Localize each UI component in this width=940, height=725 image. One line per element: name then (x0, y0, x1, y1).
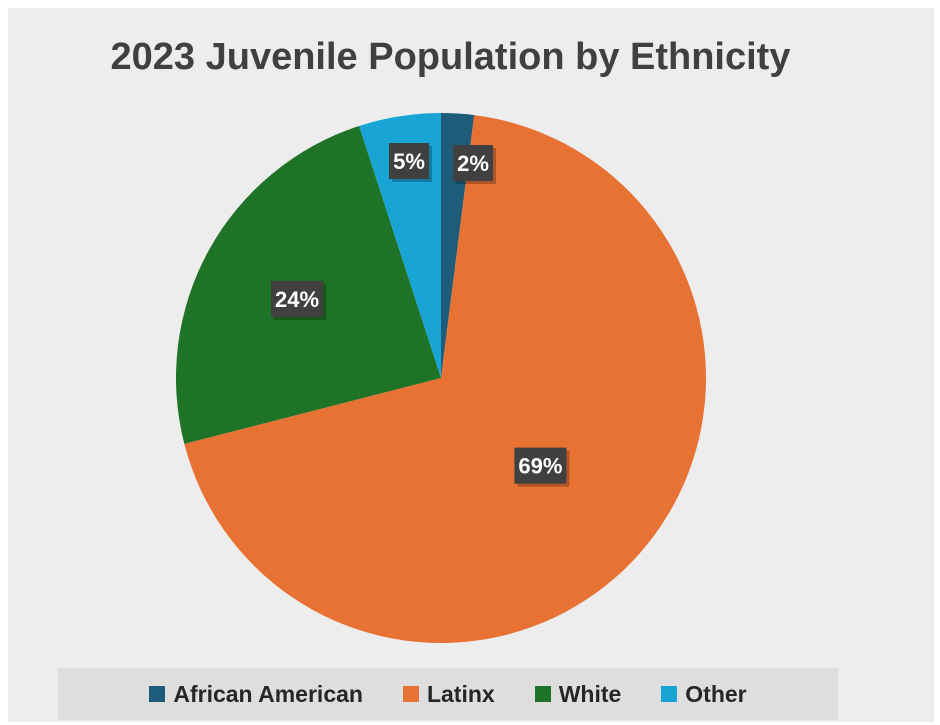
data-label-white: 24% (271, 280, 327, 320)
legend-label: Other (685, 680, 747, 707)
legend-label: African American (173, 680, 363, 707)
pie-chart: 2% 69% 24% 5% (175, 113, 707, 644)
svg-text:2%: 2% (457, 151, 489, 176)
legend-label: Latinx (426, 680, 495, 707)
pie-data-labels: 2% 69% 24% 5% (271, 143, 570, 487)
legend-swatch (402, 686, 419, 702)
data-label-african-american: 2% (453, 145, 496, 184)
legend-item-african-american: African American (149, 681, 363, 708)
data-label-other: 5% (389, 143, 432, 182)
data-label-latinx: 69% (514, 447, 570, 487)
legend-label: White (558, 680, 622, 707)
svg-text:69%: 69% (518, 454, 562, 479)
legend-item-other: Other (661, 680, 747, 708)
legend-item-latinx: Latinx (402, 680, 495, 708)
legend: African American Latinx White Other (58, 668, 838, 720)
legend-swatch (661, 686, 678, 702)
legend-item-white: White (534, 680, 622, 708)
svg-text:24%: 24% (275, 287, 319, 312)
legend-swatch (149, 686, 166, 702)
chart-area: 2023 Juvenile Population by Ethnicity 2%… (8, 8, 934, 722)
legend-swatch (534, 686, 551, 702)
pie-slice-other (359, 113, 441, 378)
chart-title: 2023 Juvenile Population by Ethnicity (110, 36, 791, 78)
pie-slice-latinx (184, 115, 707, 644)
pie-slices (175, 113, 707, 644)
svg-text:5%: 5% (393, 149, 425, 174)
